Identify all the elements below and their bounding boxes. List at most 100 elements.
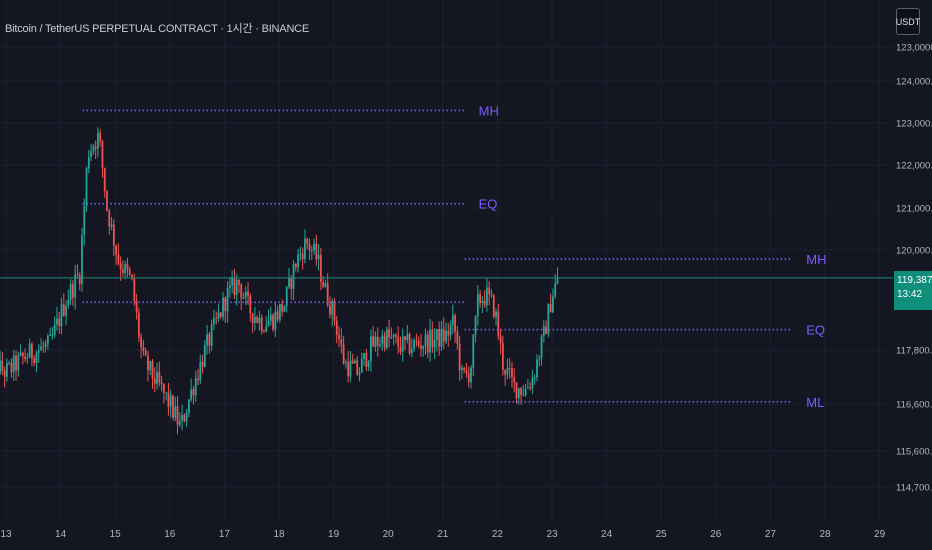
candle-body bbox=[470, 367, 472, 383]
candle-body bbox=[322, 281, 325, 287]
candle-body bbox=[119, 263, 122, 270]
x-tick-label: 28 bbox=[819, 529, 831, 540]
candle-body bbox=[306, 238, 309, 244]
x-tick-label: 24 bbox=[601, 529, 613, 540]
candle-body bbox=[37, 350, 40, 353]
candle-body bbox=[347, 362, 350, 377]
candle-body bbox=[420, 345, 422, 349]
candle-body bbox=[524, 388, 527, 395]
candle-body bbox=[231, 278, 234, 286]
candle-body bbox=[226, 287, 229, 312]
candle-body bbox=[381, 335, 384, 345]
candle-body bbox=[8, 362, 11, 364]
candle-body bbox=[242, 297, 245, 299]
bar-countdown: 13:42 bbox=[897, 289, 923, 300]
y-tick-label: 123,000.0 bbox=[896, 119, 932, 130]
currency-button[interactable]: USDT bbox=[896, 8, 920, 35]
candle-body bbox=[476, 294, 479, 317]
y-tick-label: 116,600.0 bbox=[896, 400, 932, 411]
candle-body bbox=[131, 274, 133, 279]
candle-body bbox=[451, 315, 454, 326]
candle-body bbox=[458, 343, 461, 371]
candle-body bbox=[156, 371, 158, 384]
candle-body bbox=[358, 372, 361, 375]
candle-body bbox=[78, 275, 81, 284]
candle-body bbox=[135, 301, 138, 313]
candle-body bbox=[488, 287, 491, 294]
candle-body bbox=[492, 295, 495, 318]
candle-body bbox=[140, 336, 143, 348]
candle-body bbox=[153, 378, 156, 384]
candle-body bbox=[326, 283, 329, 306]
candle-body bbox=[49, 334, 52, 336]
candle-body bbox=[294, 264, 297, 268]
candle-body bbox=[244, 291, 247, 298]
candle-body bbox=[28, 343, 31, 358]
candle-body bbox=[520, 388, 522, 396]
candle-body bbox=[251, 313, 254, 323]
candle-body bbox=[133, 278, 136, 302]
y-tick-label: 115,600.0 bbox=[896, 447, 932, 458]
candle-body bbox=[360, 358, 363, 373]
x-tick-label: 16 bbox=[164, 529, 176, 540]
candle-body bbox=[112, 224, 115, 246]
candle-body bbox=[126, 263, 129, 270]
candle-body bbox=[481, 300, 484, 304]
candle-body bbox=[44, 343, 47, 347]
candle-body bbox=[374, 336, 377, 347]
candle-body bbox=[308, 243, 311, 251]
candle-body bbox=[354, 360, 356, 364]
candle-body bbox=[222, 297, 224, 317]
candle-body bbox=[151, 361, 154, 379]
candle-body bbox=[67, 299, 70, 306]
candle-body bbox=[142, 347, 145, 351]
candle-body bbox=[342, 344, 345, 364]
candle-body bbox=[185, 413, 188, 422]
candle-body bbox=[340, 339, 343, 345]
candle-body bbox=[385, 329, 388, 348]
candle-body bbox=[176, 406, 179, 425]
candle-body bbox=[538, 358, 541, 360]
candle-body bbox=[522, 394, 525, 396]
last-price-value: 119,387.0 bbox=[897, 275, 932, 286]
candle-body bbox=[21, 352, 24, 357]
candle-body bbox=[40, 346, 42, 351]
candle-body bbox=[60, 304, 63, 326]
symbol-title[interactable]: Bitcoin / TetherUS PERPETUAL CONTRACT · … bbox=[5, 23, 310, 35]
candle-body bbox=[290, 277, 293, 289]
candle-body bbox=[310, 250, 313, 252]
x-tick-label: 15 bbox=[110, 529, 122, 540]
candle-body bbox=[249, 295, 252, 314]
y-tick-label: 123,0000.0 bbox=[896, 43, 932, 54]
candle-body bbox=[128, 269, 131, 275]
candle-body bbox=[56, 318, 58, 325]
time-axis[interactable]: 13 14 15 16 17 18 19 20 21 22 23 24 25 26 27 28 29 bbox=[0, 529, 885, 540]
candle-body bbox=[317, 254, 320, 260]
candle-body bbox=[178, 420, 181, 425]
candle-body bbox=[240, 284, 243, 299]
candle-body bbox=[313, 243, 315, 251]
candle-body bbox=[413, 340, 416, 349]
candle-body bbox=[422, 346, 425, 349]
candle-body bbox=[101, 141, 104, 168]
candle-body bbox=[536, 359, 538, 378]
price-axis[interactable]: 123,0000.0 124,000.0 123,000.0 122,000.0 121… bbox=[896, 43, 932, 494]
x-tick-label: 21 bbox=[437, 529, 449, 540]
candle-body bbox=[215, 317, 218, 319]
candle-body bbox=[324, 283, 327, 287]
candle-body bbox=[333, 300, 336, 321]
candle-body bbox=[12, 355, 15, 373]
candle-body bbox=[540, 336, 543, 359]
candle-body bbox=[172, 395, 174, 418]
candle-body bbox=[474, 316, 477, 335]
candle-body bbox=[228, 285, 231, 288]
candle-body bbox=[442, 328, 445, 342]
candle-body bbox=[351, 360, 354, 364]
candle-body bbox=[504, 369, 507, 375]
candle-body bbox=[370, 336, 372, 362]
candle-body bbox=[219, 312, 222, 317]
candle-body bbox=[497, 311, 500, 337]
candle-body bbox=[449, 325, 452, 336]
candle-body bbox=[183, 415, 186, 422]
